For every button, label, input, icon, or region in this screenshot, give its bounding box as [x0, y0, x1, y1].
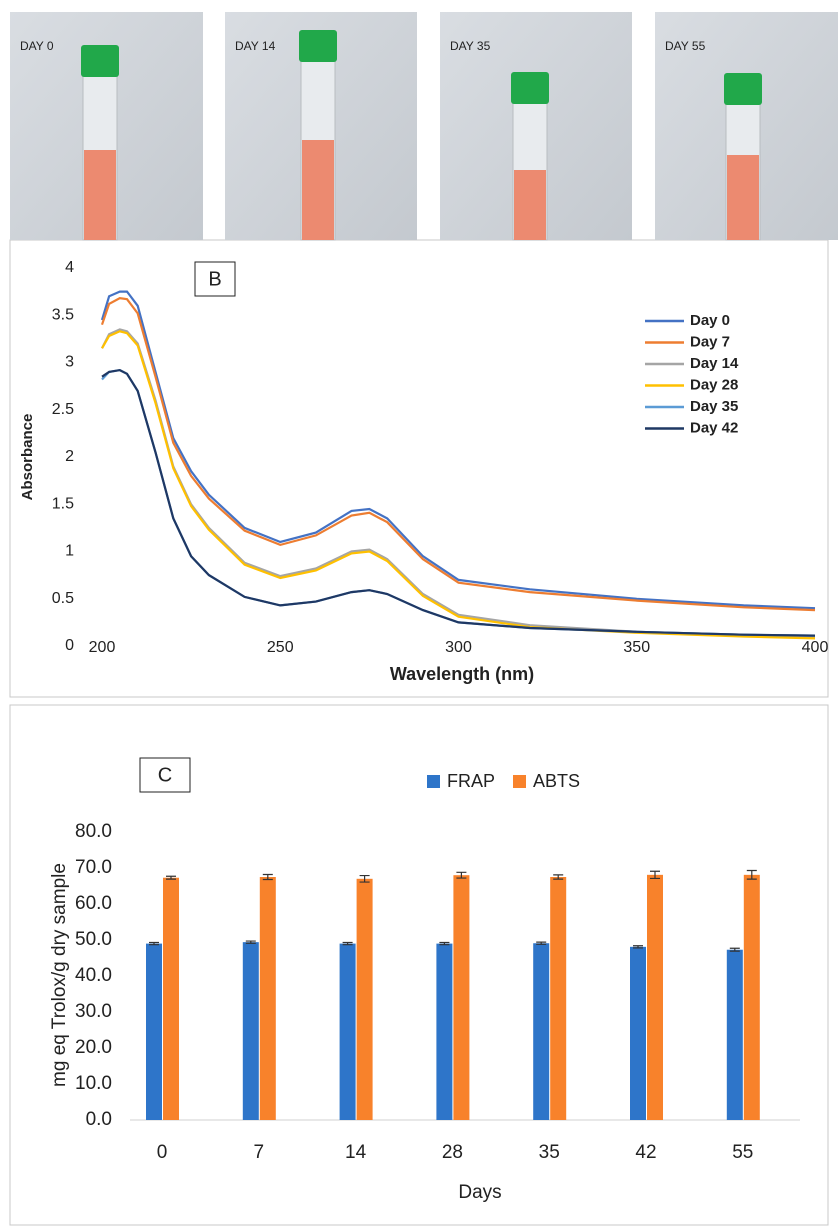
photo-label: DAY 55 — [665, 39, 706, 53]
x-tick-label: 28 — [442, 1142, 463, 1163]
legend-label: ABTS — [533, 771, 580, 791]
line-series — [101, 328, 816, 638]
error-bar — [650, 870, 660, 880]
y-tick-label: 70.0 — [75, 857, 112, 878]
y-tick-label: 1.5 — [52, 495, 74, 512]
legend-label: Day 35 — [690, 398, 738, 415]
bar — [242, 942, 259, 1120]
cap — [511, 72, 549, 104]
error-bar — [633, 945, 643, 949]
bar — [533, 943, 550, 1120]
bar — [726, 949, 743, 1120]
bar — [146, 943, 162, 1120]
y-tick-label: 80.0 — [75, 821, 112, 842]
panel-label: B — [208, 268, 221, 290]
error-bar — [262, 873, 273, 881]
legend-swatch — [427, 775, 440, 788]
cap — [81, 45, 119, 77]
y-tick-label: 4 — [65, 259, 74, 276]
y-axis-label: Absorbance — [19, 414, 36, 501]
error-bar — [536, 941, 547, 945]
panel-c-frame — [9, 704, 829, 1226]
photo-label: DAY 0 — [20, 39, 54, 53]
panel-b-frame — [9, 239, 829, 698]
legend-swatch — [513, 775, 526, 788]
liquid — [302, 140, 334, 240]
error-bar — [746, 869, 757, 880]
y-tick-label: 40.0 — [75, 965, 112, 986]
y-tick-label: 0 — [65, 637, 74, 654]
x-tick-label: 42 — [635, 1142, 656, 1163]
line-series — [101, 368, 816, 637]
line-series — [100, 297, 816, 612]
liquid — [84, 150, 116, 240]
error-bar — [729, 947, 740, 952]
photo-label: DAY 35 — [450, 39, 491, 53]
x-tick-label: 35 — [539, 1142, 560, 1163]
x-axis-label: Days — [458, 1182, 501, 1203]
error-bar — [456, 871, 467, 879]
y-tick-label: 0.0 — [86, 1109, 112, 1130]
legend-label: Day 28 — [690, 376, 738, 393]
x-tick-label: 200 — [89, 639, 116, 656]
y-tick-label: 2 — [65, 448, 74, 465]
bar — [356, 878, 373, 1120]
error-bar — [553, 874, 564, 880]
y-tick-label: 0.5 — [52, 590, 74, 607]
error-bar — [439, 941, 450, 946]
x-tick-label: 0 — [157, 1142, 168, 1163]
legend-label: FRAP — [447, 771, 495, 791]
line-series — [100, 290, 816, 610]
y-tick-label: 10.0 — [75, 1073, 112, 1094]
x-tick-label: 300 — [445, 639, 472, 656]
cap — [299, 30, 337, 62]
bar — [163, 877, 179, 1120]
bar — [647, 874, 663, 1120]
liquid — [514, 170, 546, 240]
x-tick-label: 350 — [623, 639, 650, 656]
y-tick-label: 60.0 — [75, 893, 112, 914]
error-bar — [359, 874, 370, 883]
bar — [550, 877, 567, 1120]
error-bar — [149, 941, 159, 946]
bar — [630, 946, 646, 1120]
bar — [339, 943, 356, 1120]
error-bar — [342, 941, 353, 946]
bar — [259, 877, 276, 1120]
y-tick-label: 3.5 — [52, 306, 74, 323]
x-tick-label: 7 — [254, 1142, 265, 1163]
x-tick-label: 55 — [732, 1142, 753, 1163]
photo-label: DAY 14 — [235, 39, 276, 53]
panel-label-box — [194, 261, 236, 297]
bar — [436, 943, 453, 1120]
y-tick-label: 20.0 — [75, 1037, 112, 1058]
panel-label-box — [139, 757, 191, 793]
x-tick-label: 400 — [802, 639, 829, 656]
line-series — [101, 330, 816, 640]
y-tick-label: 3 — [65, 354, 74, 371]
y-axis-label: mg eq Trolox/g dry sample — [49, 863, 70, 1087]
y-tick-label: 50.0 — [75, 929, 112, 950]
x-tick-label: 250 — [267, 639, 294, 656]
x-axis-label: Wavelength (nm) — [390, 664, 534, 684]
cap — [724, 73, 762, 105]
y-tick-label: 2.5 — [52, 401, 74, 418]
y-tick-label: 30.0 — [75, 1001, 112, 1022]
x-tick-label: 14 — [345, 1142, 367, 1163]
liquid — [727, 155, 759, 240]
panel-label: C — [158, 764, 172, 786]
y-tick-label: 1 — [65, 543, 74, 560]
legend-label: Day 42 — [690, 419, 738, 436]
legend-label: Day 0 — [690, 312, 730, 329]
bar — [453, 875, 470, 1120]
legend-label: Day 7 — [690, 333, 730, 350]
error-bar — [166, 875, 176, 880]
legend-label: Day 14 — [690, 355, 739, 372]
error-bar — [245, 940, 256, 944]
bar — [743, 874, 760, 1120]
